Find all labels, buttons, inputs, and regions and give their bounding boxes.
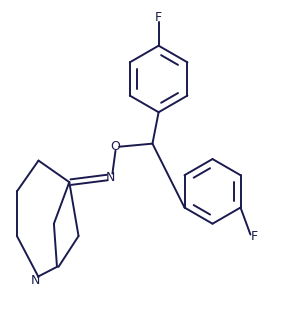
Text: N: N — [106, 171, 116, 184]
Text: F: F — [155, 11, 162, 24]
Text: F: F — [250, 230, 258, 243]
Text: O: O — [111, 140, 120, 153]
Text: N: N — [31, 274, 40, 287]
